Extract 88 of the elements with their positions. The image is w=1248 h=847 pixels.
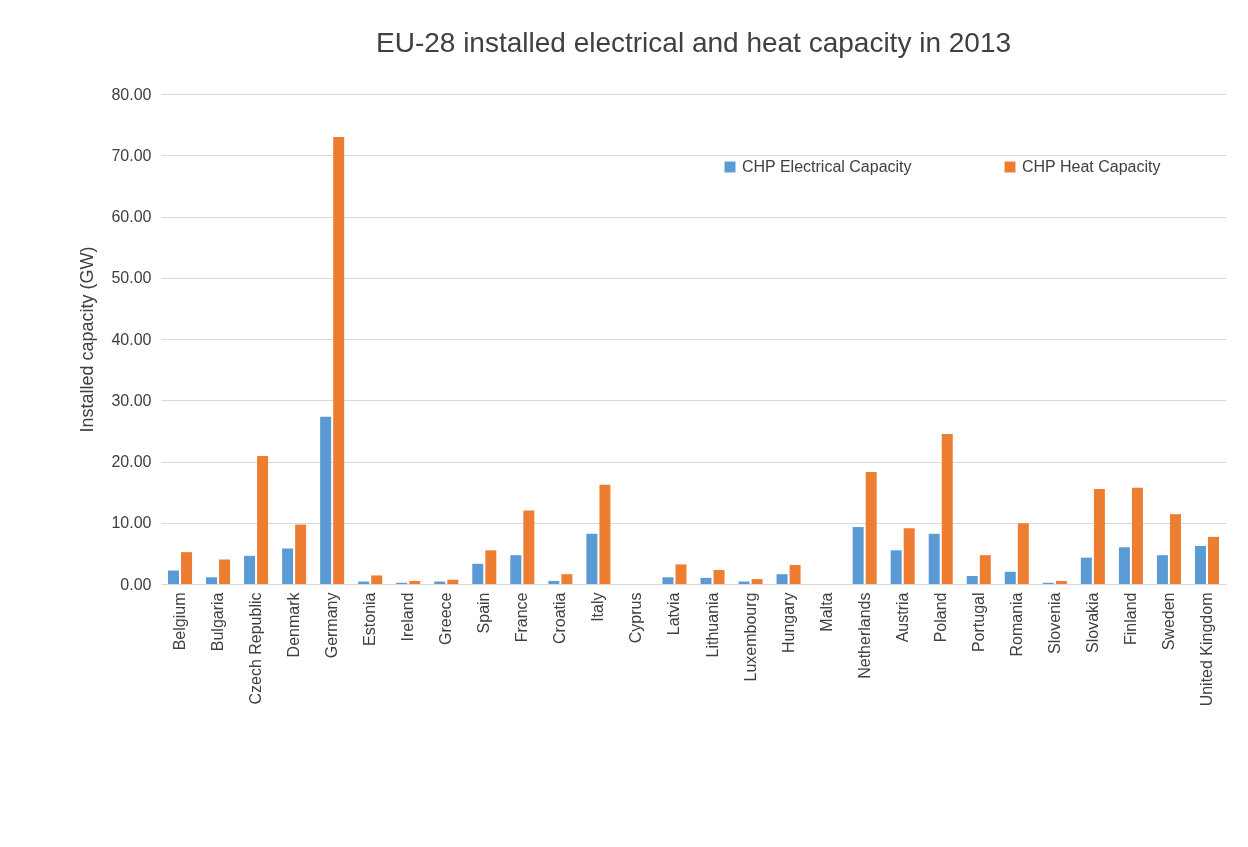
y-tick-label: 20.00 <box>111 453 152 470</box>
x-tick-label: France <box>513 592 531 643</box>
bar <box>979 555 991 584</box>
y-axis-title: Installed capacity (GW) <box>77 246 98 433</box>
bar <box>244 555 256 584</box>
x-tick-label: Germany <box>323 592 341 659</box>
bar <box>789 565 801 584</box>
bar <box>523 510 535 584</box>
y-tick-label: 60.00 <box>111 208 152 225</box>
bar <box>1017 523 1029 584</box>
x-tick-label: United Kingdom <box>1197 592 1215 707</box>
bar <box>561 574 573 584</box>
bar <box>219 559 231 584</box>
bar <box>1093 489 1105 584</box>
x-tick-label: Croatia <box>551 592 569 645</box>
bar <box>548 580 560 584</box>
bar <box>586 533 598 584</box>
x-tick-label: Latvia <box>665 592 683 636</box>
bar <box>333 136 345 584</box>
bar <box>599 484 611 584</box>
bar <box>447 579 459 584</box>
bar <box>168 570 179 584</box>
bar <box>776 574 788 584</box>
bar <box>903 528 915 584</box>
bar <box>662 577 674 584</box>
x-tick-label: Cyprus <box>627 592 645 644</box>
x-tick-label: Greece <box>437 592 455 645</box>
bar <box>700 577 712 584</box>
bar <box>1118 547 1130 584</box>
x-tick-label: Poland <box>931 592 949 643</box>
y-tick-label: 80.00 <box>111 85 152 103</box>
bar <box>1169 514 1181 584</box>
x-tick-label: Hungary <box>779 592 797 653</box>
bar <box>206 577 218 584</box>
bar <box>371 575 383 584</box>
x-tick-label: Sweden <box>1159 592 1177 651</box>
x-tick-label: Slovenia <box>1045 592 1063 654</box>
bar <box>320 416 332 584</box>
x-tick-label: Italy <box>589 592 607 622</box>
bar <box>928 533 940 584</box>
bar <box>1004 571 1016 584</box>
bar <box>1131 487 1143 584</box>
bar <box>852 527 864 584</box>
x-tick-label: Bulgaria <box>209 592 227 652</box>
x-tick-label: Lithuania <box>703 592 721 658</box>
bar <box>1194 546 1206 584</box>
y-tick-label: 40.00 <box>111 330 152 348</box>
x-tick-label: Estonia <box>361 592 379 646</box>
x-tick-label: Austria <box>893 592 911 643</box>
bar <box>966 576 978 584</box>
bar <box>409 580 421 584</box>
legend-label: CHP Electrical Capacity <box>742 158 912 175</box>
bar <box>1156 555 1168 584</box>
legend-label: CHP Heat Capacity <box>1022 158 1161 175</box>
y-tick-label: 10.00 <box>111 514 152 532</box>
bar <box>472 563 484 584</box>
x-tick-label: Netherlands <box>855 592 873 679</box>
x-tick-label: Ireland <box>399 592 417 642</box>
bar <box>295 524 307 584</box>
bar <box>675 564 687 584</box>
x-tick-label: Portugal <box>969 592 987 653</box>
bar <box>1208 536 1219 584</box>
bar <box>751 579 763 584</box>
x-tick-label: Luxembourg <box>741 592 759 682</box>
bar <box>1080 557 1092 584</box>
x-tick-label: Spain <box>475 592 493 634</box>
bar <box>257 455 269 584</box>
bar <box>865 471 877 584</box>
bar <box>1055 580 1067 584</box>
y-tick-label: 0.00 <box>120 575 152 593</box>
chart-title: EU-28 installed electrical and heat capacity in 2013 <box>375 27 1012 58</box>
bar <box>713 569 725 584</box>
bar <box>890 550 902 584</box>
x-tick-label: Slovakia <box>1083 592 1101 653</box>
x-tick-label: Denmark <box>285 591 303 658</box>
bar <box>181 552 193 584</box>
y-tick-label: 70.00 <box>111 146 152 164</box>
y-tick-label: 50.00 <box>111 269 152 287</box>
y-tick-label: 30.00 <box>111 391 152 409</box>
x-tick-label: Belgium <box>171 592 189 651</box>
x-tick-label: Finland <box>1121 592 1139 645</box>
bar <box>485 550 497 584</box>
bar <box>941 433 953 584</box>
x-tick-label: Romania <box>1007 592 1025 657</box>
bar <box>282 548 294 584</box>
x-tick-label: Malta <box>817 592 835 632</box>
x-tick-label: Czech Republic <box>247 592 265 705</box>
bar <box>510 555 522 584</box>
